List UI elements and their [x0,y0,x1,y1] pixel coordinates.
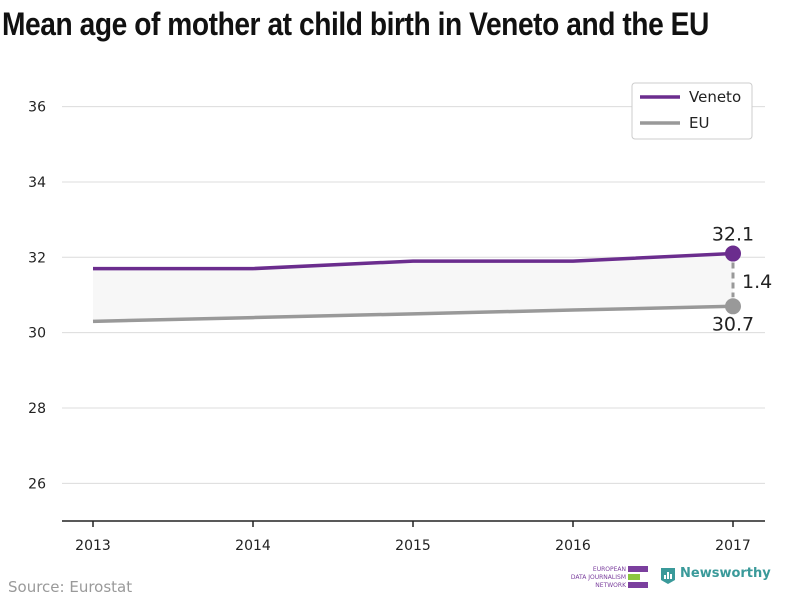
newsworthy-label: Newsworthy [680,566,771,581]
edjnet-line-1: EUROPEAN [592,566,626,573]
edjnet-bar-2 [628,574,640,580]
end-annotations: 32.1 30.7 1.4 [712,224,772,336]
y-tick-label-26: 26 [28,476,46,492]
source-note: Source: Eurostat [8,578,133,596]
legend-label-eu: EU [689,114,709,132]
eu-end-point [725,298,741,315]
eu-end-label: 30.7 [712,313,754,335]
series-lines [92,251,734,324]
x-axis-ticks: 2013 2014 2015 2016 2017 [75,521,751,554]
y-tick-label-32: 32 [28,250,46,266]
edjnet-bar-1 [628,566,648,572]
x-tick-label-2013: 2013 [75,538,111,554]
series-line-veneto [93,251,734,271]
veneto-end-label: 32.1 [712,224,754,246]
y-tick-label-36: 36 [28,100,46,116]
bar-chart-icon [661,568,675,584]
x-tick-label-2017: 2017 [715,538,751,554]
x-tick-label-2016: 2016 [555,538,591,554]
edjnet-line-2: DATA JOURNALISM [570,574,626,581]
edjnet-line-3: NETWORK [595,582,626,589]
chart-title: Mean age of mother at child birth in Ven… [2,6,709,42]
x-tick-label-2014: 2014 [235,538,271,554]
edjnet-logo: EUROPEAN DATA JOURNALISM NETWORK [566,566,648,590]
y-axis-ticks: 26 28 30 32 34 36 [28,100,46,493]
series-line-eu [92,304,734,324]
difference-band [93,253,733,322]
edjnet-bar-3 [628,582,648,588]
y-tick-label-28: 28 [28,401,46,417]
legend-label-veneto: Veneto [689,88,741,106]
y-tick-label-30: 30 [28,326,46,342]
legend: Veneto EU [631,82,753,140]
x-tick-label-2015: 2015 [395,538,431,554]
veneto-end-point [725,245,741,262]
y-tick-label-34: 34 [28,175,46,191]
difference-label: 1.4 [742,271,772,293]
